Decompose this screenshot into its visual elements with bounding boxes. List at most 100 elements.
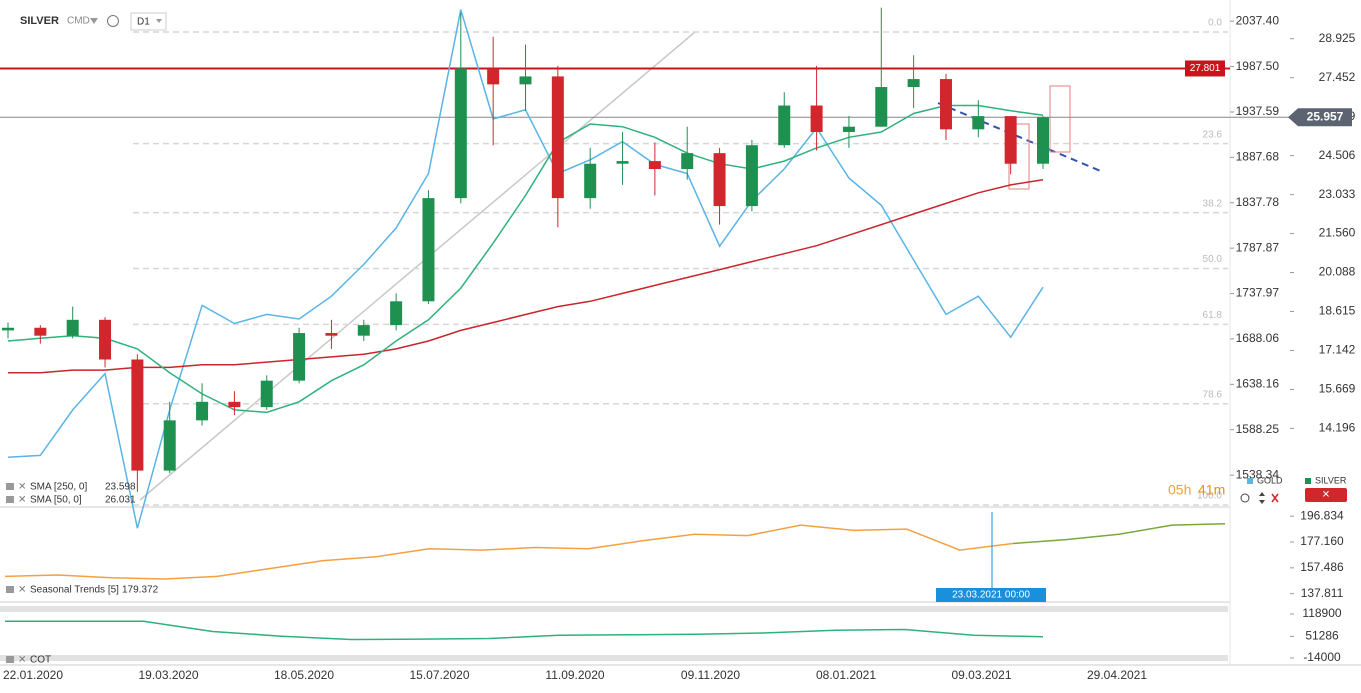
x-tick-label: 11.09.2020 [545,668,604,682]
candle-body [745,145,758,207]
legend-icon [6,483,14,490]
eye-icon[interactable] [1240,493,1250,503]
y-tick-label: 17.142 [1319,343,1356,357]
info-icon[interactable] [107,15,119,27]
gold-tick-label: 1787.87 [1236,240,1280,254]
interval[interactable]: D1 [137,17,150,28]
legend-icon [6,496,14,503]
candle-body [487,68,500,85]
indicator-value: 179.372 [122,585,159,596]
candle-body [66,319,79,336]
fib-label: 0.0 [1208,18,1222,29]
interval-select[interactable] [130,12,167,31]
sma-line [8,178,1044,374]
x-tick-label: 18.05.2020 [274,668,334,682]
y-tick-label: 28.925 [1319,31,1356,45]
gold-tick-label: 1688.06 [1236,331,1280,345]
x-tick-label: 09.11.2020 [681,668,740,682]
market: CMD [67,16,90,27]
y-tick-label: 20.088 [1319,265,1356,279]
y-tick-label: 137.811 [1301,586,1344,600]
sma-legend-name: SMA [50, 0] [30,495,82,506]
x-tick-label: 08.01.2021 [816,668,876,682]
x-tick-label: 29.04.2021 [1087,668,1147,682]
candle-body [810,105,823,132]
dropdown-arrow [156,19,162,23]
panel-bar [0,606,1228,612]
remove-icon[interactable] [1271,493,1279,503]
gold-tick-label: 1837.78 [1236,195,1280,209]
dropdown-arrow[interactable] [90,18,98,24]
panel-bar [0,655,1228,661]
legend-remove: ✕ [18,585,26,596]
legend-remove: ✕ [18,482,26,493]
candle-body [939,79,952,130]
fib-label: 50.0 [1203,254,1223,265]
fib-label: 23.6 [1203,129,1223,140]
legend-gold: GOLD [1257,475,1283,485]
indicator-line [5,620,1044,641]
gold-tick-label: 1987.50 [1236,59,1280,73]
fib-label: 38.2 [1203,198,1223,209]
trend-line-dashed [937,102,1104,173]
candle-body [1037,117,1049,164]
last-price-badge [1288,108,1352,127]
y-tick-label: 15.669 [1319,382,1356,396]
x-tick-label: 19.03.2020 [138,668,198,682]
candle-body [422,198,435,302]
legend-silver: SILVER [1315,475,1347,485]
candle-body [681,153,694,170]
candle-body [519,76,532,85]
y-tick-label: -14000 [1303,650,1341,664]
countdown-m: 41m [1198,482,1225,498]
candle-body [842,126,855,132]
candle-body [390,301,403,326]
legend-icon [6,656,14,663]
indicator-line [4,524,1013,580]
gold-tick-label: 1588.25 [1236,422,1280,436]
candle-body [34,327,47,336]
y-tick-label: 14.196 [1319,421,1356,435]
candle-body [616,161,629,164]
candle-body [293,333,306,381]
sma-legend-value: 26.031 [105,495,136,506]
candle-body [907,79,920,88]
y-tick-label: 21.560 [1319,226,1356,240]
candle-body [131,359,144,471]
indicator-name: COT [30,655,51,666]
y-tick-label: 51286 [1305,629,1339,643]
close-badge[interactable] [1305,488,1347,502]
indicator-line [1012,523,1226,545]
candle-body [196,401,209,421]
candle-body [778,105,791,146]
close-icon: ✕ [1322,490,1330,501]
marker-badge [936,588,1046,602]
marker-label: 23.03.2021 00:00 [952,590,1030,601]
sma-legend-value: 23.598 [105,482,136,493]
candle-body [551,76,564,199]
symbol[interactable]: SILVER [20,15,59,27]
sma-line [7,104,1044,414]
y-tick-label: 18.615 [1319,304,1356,318]
resistance-badge [1185,60,1225,77]
last-price-label: 25.957 [1307,109,1344,123]
legend-remove: ✕ [18,655,26,666]
gold-tick-label: 1538.34 [1236,467,1280,481]
y-tick-label: 118900 [1302,606,1341,620]
order-icon[interactable] [1259,492,1265,504]
legend-swatch [1305,478,1311,484]
gold-tick-label: 1737.97 [1236,286,1280,300]
candle-body [260,380,273,408]
candle-body [2,327,14,331]
y-tick-label: 196.834 [1300,508,1344,522]
trend-line [139,31,696,501]
candle-body [99,319,112,360]
candle-body [648,161,661,170]
fib-label: 61.8 [1203,310,1223,321]
candle-body [163,420,176,471]
resistance-label: 27.801 [1190,63,1221,74]
gold-tick-label: 1638.16 [1236,377,1280,391]
x-tick-label: 22.01.2020 [3,668,63,682]
